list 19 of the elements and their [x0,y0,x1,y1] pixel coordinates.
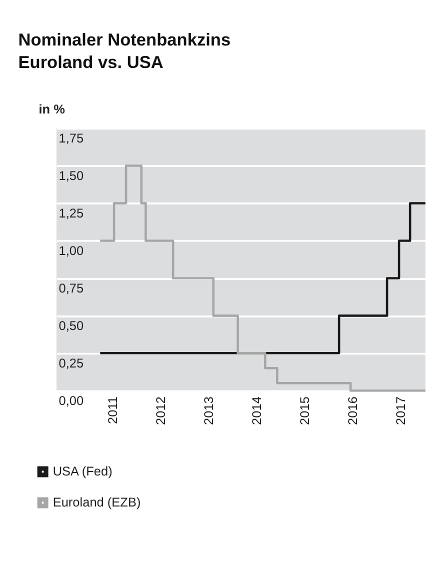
y-tick-label: 0,00 [58,392,84,408]
legend-label: Euroland (EZB) [52,494,141,510]
legend-label: USA (Fed) [52,463,112,478]
y-tick-label: 0,50 [58,318,84,333]
y-tick-label: 1,25 [58,205,84,220]
chart-title: Nominaler Notenbankzins Euroland vs. USA [18,29,231,72]
y-axis-title: in % [38,101,65,116]
x-tick-label: 2017 [393,396,408,425]
y-tick-label: 1,75 [58,130,84,146]
x-tick-label: 2014 [249,396,264,425]
y-tick-label: 1,00 [58,242,84,258]
x-tick-label: 2011 [105,396,120,424]
y-tick-label: 1,50 [58,168,84,183]
x-tick-label: 2016 [345,396,360,425]
y-tick-label: 0,25 [58,355,84,370]
x-tick-label: 2013 [201,396,216,425]
x-tick-label: 2015 [297,396,312,425]
y-tick-label: 0,75 [58,280,84,296]
x-tick-label: 2012 [153,396,168,425]
